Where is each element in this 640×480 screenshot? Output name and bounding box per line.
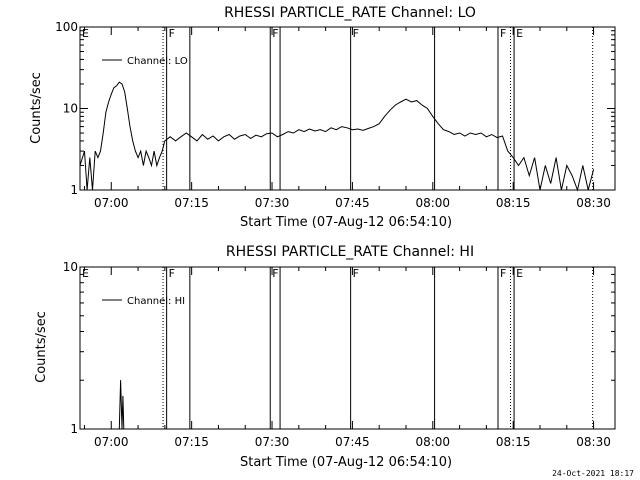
series-line [118,380,125,430]
x-tick-label: 07:15 [174,435,209,449]
panel-hi-channel: RHESSI PARTICLE_RATE Channel: HI Counts/… [34,244,616,470]
x-tick-label: 08:00 [415,435,450,449]
event-marker-label: F [169,267,175,280]
event-marker-label: F [272,27,278,40]
event-marker-label: F [500,267,506,280]
x-tick-label: 07:15 [174,196,209,210]
legend-label: Channel: HI [127,296,185,307]
x-axis-label-lo: Start Time (07-Aug-12 06:54:10) [240,215,452,230]
series-line [79,81,595,192]
event-marker-label: F [353,27,359,40]
generation-timestamp: 24-Oct-2021 18:17 [552,469,634,478]
y-tick-label: 10 [63,260,78,274]
x-tick-label: 08:30 [576,196,611,210]
x-tick-label: 07:30 [255,196,290,210]
y-axis-label-hi: Counts/sec [34,311,49,383]
event-marker-label: F [272,267,278,280]
x-tick-label: 07:45 [335,435,370,449]
x-tick-label: 08:00 [415,196,450,210]
x-tick-label: 07:00 [94,435,129,449]
x-tick-label: 08:30 [576,435,611,449]
legend-label: Channel: LO [127,56,188,67]
event-marker-label: E [516,267,523,280]
x-tick-label: 08:15 [496,196,531,210]
x-axis-label-hi: Start Time (07-Aug-12 06:54:10) [240,455,452,470]
y-tick-label: 10 [63,102,78,116]
y-tick-label: 1 [70,183,78,197]
panel-lo-channel: RHESSI PARTICLE_RATE Channel: LO Counts/… [29,5,616,230]
x-tick-label: 08:15 [496,435,531,449]
x-tick-label: 07:45 [335,196,370,210]
event-marker-label: F [169,27,175,40]
y-tick-label: 1 [70,422,78,436]
y-tick-label: 100 [55,20,78,34]
x-tick-label: 07:00 [94,196,129,210]
event-marker-label: E [82,27,89,40]
x-tick-label: 07:30 [255,435,290,449]
y-axis-label-lo: Counts/sec [29,72,44,144]
chart-title-lo: RHESSI PARTICLE_RATE Channel: LO [224,5,476,21]
chart-title-hi: RHESSI PARTICLE_RATE Channel: HI [226,244,474,260]
event-marker-label: F [353,267,359,280]
event-marker-label: F [500,27,506,40]
event-marker-label: E [516,27,523,40]
plot-frame [79,266,616,430]
plot-frame [79,26,616,191]
event-marker-label: E [82,267,89,280]
